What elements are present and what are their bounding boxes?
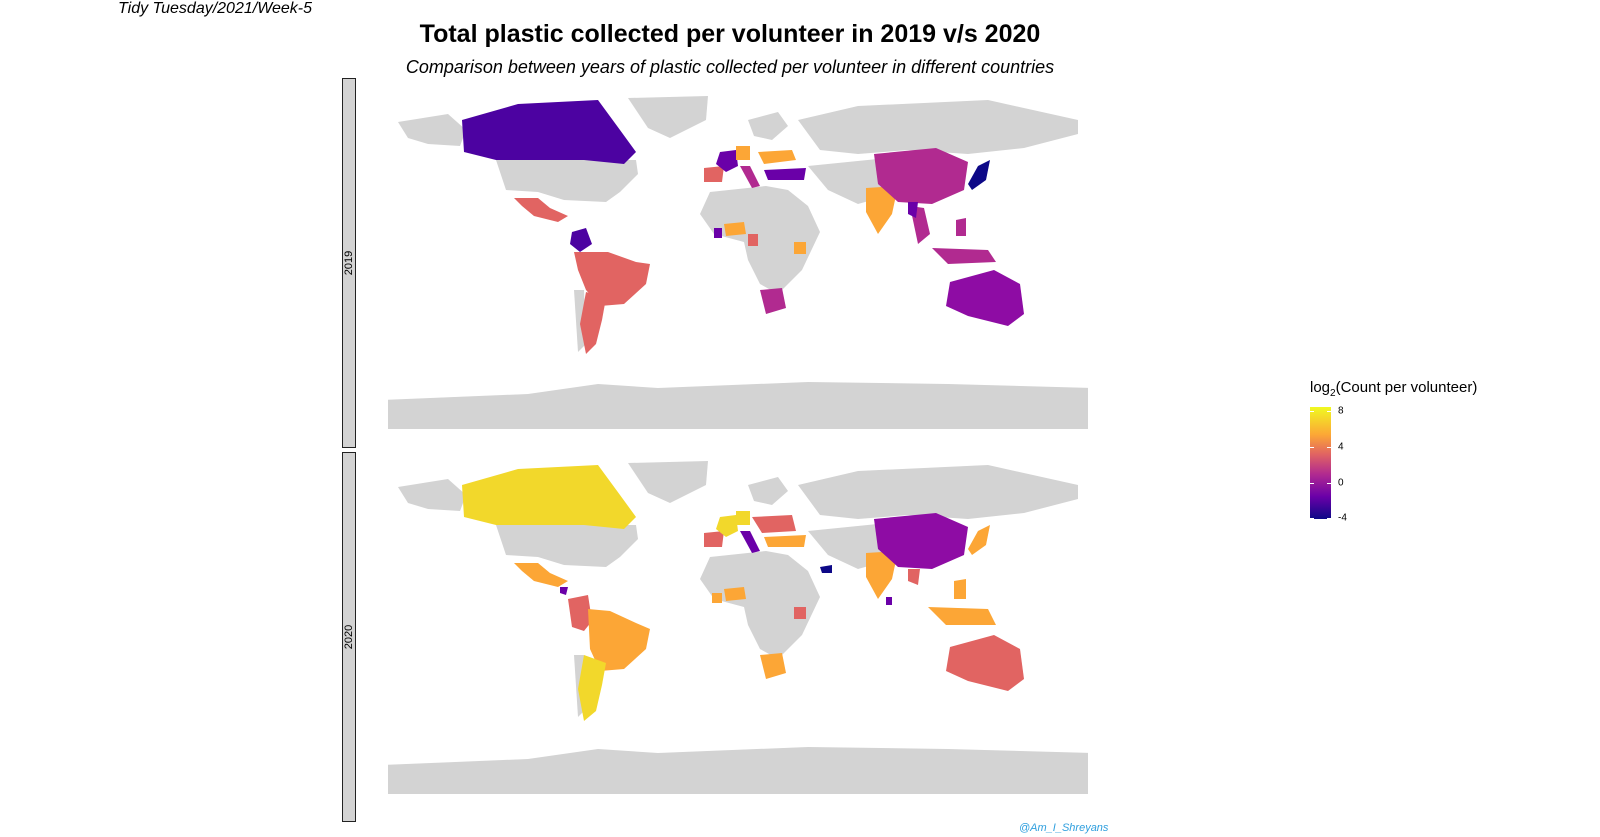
land-usa	[496, 160, 638, 202]
country-ukraine	[758, 150, 796, 164]
country-france	[716, 515, 738, 537]
country-central-america	[560, 587, 568, 595]
land-scandinavia	[748, 112, 788, 140]
country-yemen	[820, 565, 832, 573]
land-usa	[496, 525, 638, 567]
country-east-europe	[752, 515, 796, 533]
country-south-africa	[760, 288, 786, 314]
country-canada	[462, 100, 636, 164]
land-greenland	[628, 461, 708, 503]
country-australia	[946, 270, 1024, 326]
facet-strip-2020: 2020	[342, 452, 356, 822]
country-cameroon	[748, 234, 758, 246]
country-australia	[946, 635, 1024, 691]
land-russia	[798, 100, 1078, 154]
country-ghana	[712, 593, 722, 603]
legend-tick-8: 8	[1338, 405, 1344, 417]
country-germany	[736, 146, 750, 160]
country-spain	[704, 166, 724, 182]
country-philippines	[956, 218, 966, 236]
country-thailand	[908, 202, 918, 218]
country-china	[874, 148, 968, 204]
country-indonesia	[932, 248, 996, 264]
country-china	[874, 513, 968, 569]
legend-tick-4: 4	[1338, 441, 1344, 453]
land-africa	[700, 186, 820, 294]
country-kenya	[794, 242, 806, 254]
legend: log2(Count per volunteer) 8 4 0 -4	[1310, 379, 1478, 524]
country-kenya	[794, 607, 806, 619]
country-india	[866, 551, 898, 599]
country-turkey	[764, 535, 806, 547]
country-south-africa	[760, 653, 786, 679]
facet-strip-2019: 2019	[342, 78, 356, 448]
legend-colorbar	[1310, 407, 1331, 519]
country-argentina	[580, 292, 606, 354]
land-antarctica	[388, 382, 1088, 429]
legend-title: log2(Count per volunteer)	[1310, 379, 1478, 399]
country-italy	[740, 166, 760, 188]
country-brazil	[588, 609, 650, 671]
facet-label-2020: 2020	[343, 624, 355, 650]
legend-tick-0: 0	[1338, 477, 1344, 489]
country-japan	[968, 525, 990, 555]
chart-subtitle: Comparison between years of plastic coll…	[405, 57, 1055, 77]
country-sri-lanka	[886, 597, 892, 605]
legend-tick-minus4: -4	[1338, 512, 1347, 524]
country-colombia	[570, 228, 592, 252]
country-india	[866, 186, 898, 234]
country-philippines	[954, 579, 966, 599]
chart-title: Total plastic collected per volunteer in…	[419, 20, 1041, 48]
country-colombia-peru	[568, 595, 592, 631]
world-map-2019	[388, 96, 1088, 429]
land-alaska	[398, 114, 466, 146]
country-nigeria	[724, 222, 746, 236]
facet-label-2019: 2019	[343, 250, 355, 276]
country-canada	[462, 465, 636, 529]
country-ghana	[714, 228, 722, 238]
land-africa	[700, 551, 820, 659]
world-map-2020	[388, 461, 1088, 794]
land-alaska	[398, 479, 466, 511]
credit-handle: @Am_I_Shreyans	[1019, 822, 1109, 834]
country-spain	[704, 531, 724, 547]
tag-text: Tidy Tuesday/2021/Week-5	[118, 0, 313, 17]
country-brazil	[574, 252, 650, 306]
country-germany	[736, 511, 750, 525]
country-italy	[740, 531, 760, 553]
country-mexico	[514, 563, 568, 587]
country-argentina	[578, 655, 606, 721]
legend-colorbar-group: 8 4 0 -4	[1310, 405, 1477, 524]
country-turkey	[764, 168, 806, 180]
land-antarctica	[388, 747, 1088, 794]
land-russia	[798, 465, 1078, 519]
country-mexico	[514, 198, 568, 222]
country-japan	[968, 160, 990, 190]
country-thailand	[908, 569, 920, 585]
country-nigeria	[724, 587, 746, 601]
land-scandinavia	[748, 477, 788, 505]
land-greenland	[628, 96, 708, 138]
country-france	[716, 150, 738, 172]
country-indonesia	[928, 607, 996, 625]
